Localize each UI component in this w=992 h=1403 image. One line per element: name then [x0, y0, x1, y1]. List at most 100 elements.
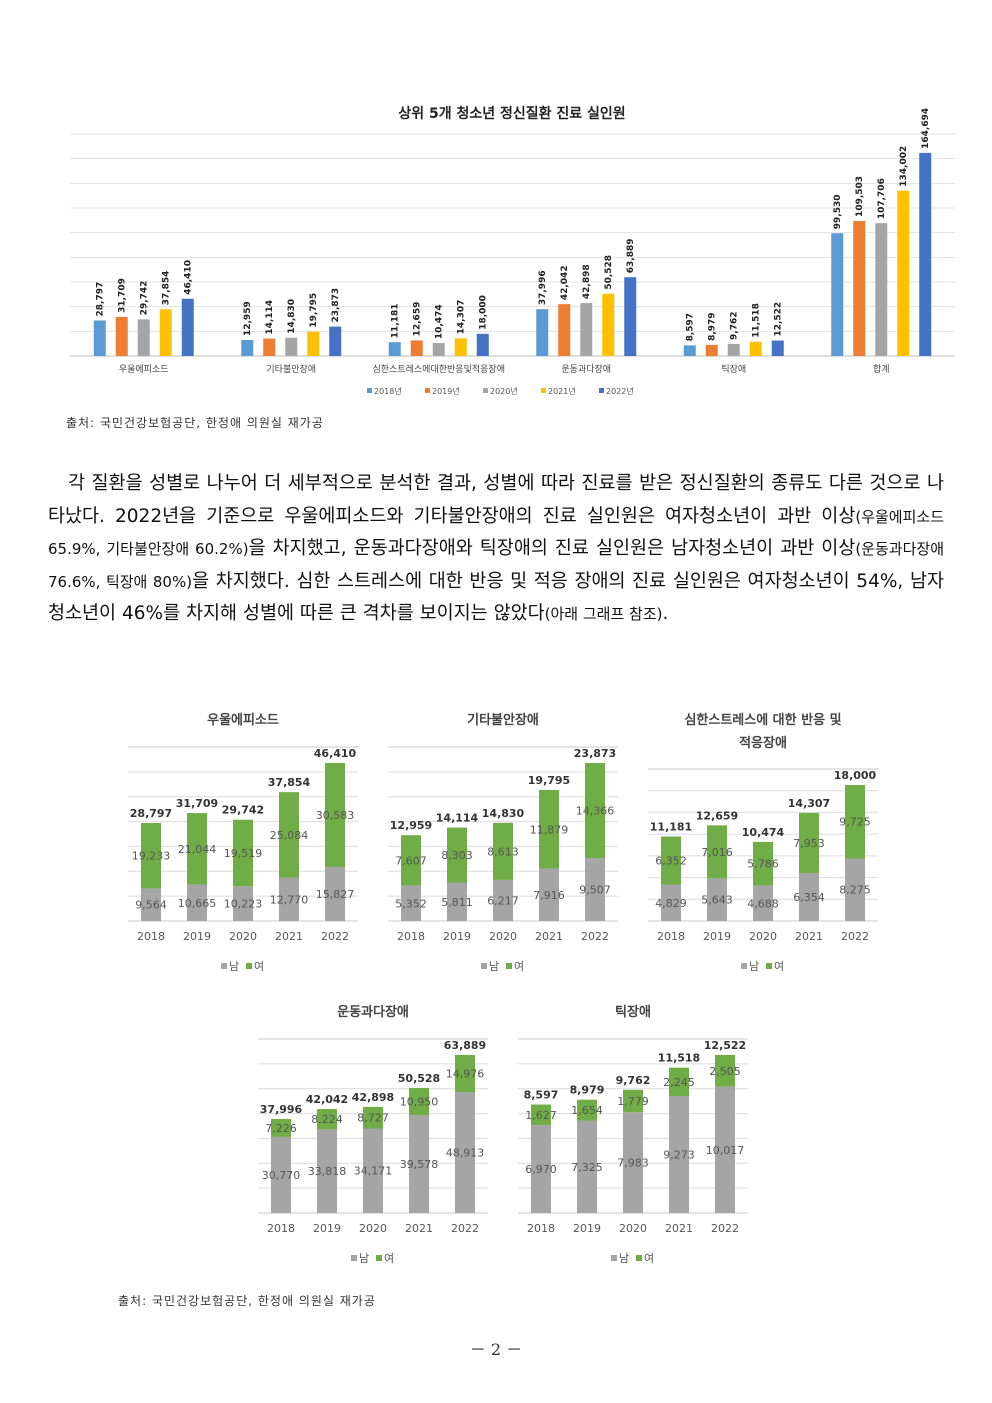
paragraph-small-3: (아래 그래프 참조) — [544, 605, 663, 623]
total-value-label: 63,889 — [444, 1039, 486, 1052]
female-value-label: 8,613 — [487, 845, 519, 858]
top-bar-label: 8,979 — [708, 312, 718, 340]
legend-female-swatch — [636, 1255, 642, 1261]
total-value-label: 46,410 — [314, 747, 357, 760]
top-bar — [771, 340, 784, 356]
total-value-label: 14,830 — [482, 807, 525, 820]
top-bar-label: 99,530 — [833, 195, 843, 230]
top-category-label: 운동과다장애 — [561, 364, 611, 375]
top-bar-label: 10,474 — [435, 304, 445, 339]
male-bar — [401, 885, 421, 921]
top-bar — [93, 320, 106, 356]
legend-male-swatch — [481, 963, 487, 969]
top-bar-label: 37,996 — [538, 270, 548, 305]
female-bar — [401, 835, 421, 886]
female-bar — [279, 792, 299, 878]
legend-female-label: 여 — [254, 960, 264, 973]
year-label: 2018 — [657, 930, 685, 943]
top-category-label: 틱장애 — [721, 363, 746, 375]
top-legend-swatch — [483, 388, 488, 393]
top-bar — [307, 331, 320, 356]
paragraph-text-1: 각 질환을 성별로 나누어 더 세부적으로 분석한 결과, 성별에 따라 진료를… — [48, 473, 944, 527]
female-value-label: 21,044 — [178, 843, 217, 856]
female-bar — [447, 827, 467, 883]
year-label: 2019 — [573, 1222, 601, 1235]
female-value-label: 10,950 — [400, 1096, 439, 1109]
male-value-label: 15,827 — [316, 888, 355, 901]
top-bar-label: 28,797 — [96, 282, 106, 317]
male-bar — [187, 884, 207, 921]
top-bar-label: 19,795 — [309, 293, 319, 328]
year-label: 2020 — [619, 1222, 647, 1235]
top-bar-label: 42,898 — [582, 264, 592, 299]
chart-hyperkinetic-disorder: 운동과다장애 30,770 7,226 37,996 2018 33,818 8,224 42… — [258, 1004, 488, 1265]
female-value-label: 1,654 — [571, 1104, 603, 1117]
total-value-label: 18,000 — [834, 769, 877, 782]
female-bar — [317, 1109, 337, 1130]
legend-male-swatch — [611, 1255, 617, 1261]
paragraph-text-2: 을 차지했고, 운동과다장애와 틱장애의 진료 실인원은 남자청소년이 과반 이… — [248, 538, 856, 559]
total-value-label: 42,042 — [306, 1093, 348, 1106]
legend-male-swatch — [741, 963, 747, 969]
year-label: 2022 — [841, 930, 869, 943]
top-legend-swatch — [367, 388, 372, 393]
female-value-label: 7,226 — [265, 1122, 297, 1135]
female-value-label: 7,607 — [395, 854, 427, 867]
female-bar — [845, 785, 865, 859]
male-value-label: 7,325 — [571, 1161, 603, 1174]
male-value-label: 10,223 — [224, 898, 263, 911]
male-bar — [669, 1095, 689, 1213]
top-category-label: 기타불안장애 — [266, 364, 316, 375]
male-value-label: 12,770 — [270, 893, 309, 906]
top-bar-label: 37,854 — [162, 271, 172, 306]
year-label: 2019 — [313, 1222, 341, 1235]
legend-female-swatch — [766, 963, 772, 969]
female-value-label: 1,779 — [617, 1095, 649, 1108]
female-value-label: 9,725 — [839, 816, 871, 829]
female-value-label: 1,627 — [525, 1109, 557, 1122]
year-label: 2022 — [451, 1222, 479, 1235]
male-value-label: 7,983 — [617, 1157, 649, 1170]
top-bar — [181, 298, 194, 356]
total-value-label: 50,528 — [398, 1072, 440, 1085]
year-label: 2022 — [711, 1222, 739, 1235]
small-chart-title: 심한스트레스에 대한 반응 및 — [684, 712, 841, 728]
female-value-label: 8,727 — [357, 1112, 389, 1125]
male-bar — [585, 858, 605, 921]
top-legend-label: 2019년 — [432, 386, 460, 396]
top-bar-label: 18,000 — [479, 295, 489, 330]
top-bar — [329, 326, 342, 356]
year-label: 2020 — [229, 930, 257, 943]
top-bar-chart: 상위 5개 청소년 정신질환 진료 실인원 28,797 31,709 29,742… — [70, 105, 955, 396]
male-value-label: 4,829 — [655, 897, 687, 910]
year-label: 2018 — [397, 930, 425, 943]
top-bar — [115, 316, 128, 356]
top-category-label: 우울에피소드 — [119, 364, 169, 375]
source-note-1: 출처: 국민건강보험공단, 한정애 의원실 재가공 — [66, 416, 324, 430]
female-value-label: 14,366 — [576, 805, 615, 818]
male-value-label: 48,913 — [446, 1147, 485, 1160]
paragraph-text-3: 을 차지했다. 심한 스트레스에 대한 반응 및 적응 장애의 진료 실인원은 … — [48, 570, 944, 625]
top-bar — [285, 337, 298, 356]
top-legend-swatch — [599, 388, 604, 393]
female-bar — [325, 763, 345, 868]
female-bar — [233, 819, 253, 887]
female-bar — [715, 1055, 735, 1087]
top-legend-label: 2022년 — [606, 386, 634, 396]
total-value-label: 8,979 — [570, 1084, 605, 1097]
year-label: 2018 — [527, 1222, 555, 1235]
male-bar — [707, 878, 727, 921]
top-bar — [919, 152, 932, 356]
body-paragraph: 각 질환을 성별로 나누어 더 세부적으로 분석한 결과, 성별에 따라 진료를… — [48, 468, 944, 631]
top-bar — [624, 277, 637, 356]
female-value-label: 19,233 — [132, 850, 171, 863]
top-bar-label: 11,181 — [391, 303, 401, 338]
male-value-label: 34,171 — [354, 1165, 393, 1178]
female-value-label: 7,016 — [701, 846, 733, 859]
male-bar — [661, 884, 681, 921]
male-bar — [325, 867, 345, 921]
top-bar — [241, 340, 254, 356]
legend-male-label: 남 — [749, 960, 759, 973]
total-value-label: 10,474 — [742, 826, 785, 839]
male-bar — [845, 858, 865, 921]
